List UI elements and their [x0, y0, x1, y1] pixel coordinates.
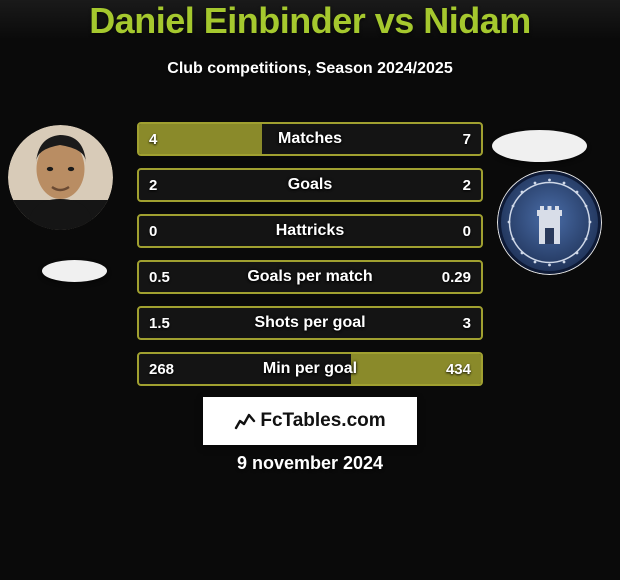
stat-label: Matches	[139, 124, 481, 154]
player-left-flag	[42, 260, 107, 282]
stat-row: 0Hattricks0	[137, 214, 483, 248]
player-right-avatar	[497, 170, 602, 275]
stat-row: 268Min per goal434	[137, 352, 483, 386]
stat-value-right: 3	[463, 308, 471, 338]
stat-label: Hattricks	[139, 216, 481, 246]
brand-logo-icon	[234, 410, 256, 432]
player-right-flag	[492, 130, 587, 162]
stat-row: 1.5Shots per goal3	[137, 306, 483, 340]
player-left-avatar	[8, 125, 113, 230]
stat-value-right: 7	[463, 124, 471, 154]
stat-label: Goals per match	[139, 262, 481, 292]
stat-value-right: 2	[463, 170, 471, 200]
page-title: Daniel Einbinder vs Nidam	[0, 0, 620, 42]
stat-label: Min per goal	[139, 354, 481, 384]
page-subtitle: Club competitions, Season 2024/2025	[0, 60, 620, 78]
date-line: 9 november 2024	[0, 453, 620, 474]
avatar-left-icon	[8, 125, 113, 230]
brand-box: FcTables.com	[203, 397, 417, 445]
stat-value-right: 434	[446, 354, 471, 384]
brand-text: FcTables.com	[260, 410, 385, 432]
stat-label: Shots per goal	[139, 308, 481, 338]
avatar-right-icon	[497, 170, 602, 275]
stat-value-right: 0.29	[442, 262, 471, 292]
stat-value-right: 0	[463, 216, 471, 246]
stat-bars: 4Matches7 2Goals2 0Hattricks0 0.5Goals per …	[137, 122, 483, 398]
stat-row: 4Matches7	[137, 122, 483, 156]
stat-row: 0.5Goals per match0.29	[137, 260, 483, 294]
stat-row: 2Goals2	[137, 168, 483, 202]
comparison-card: Daniel Einbinder vs Nidam Club competiti…	[0, 0, 620, 580]
stat-label: Goals	[139, 170, 481, 200]
